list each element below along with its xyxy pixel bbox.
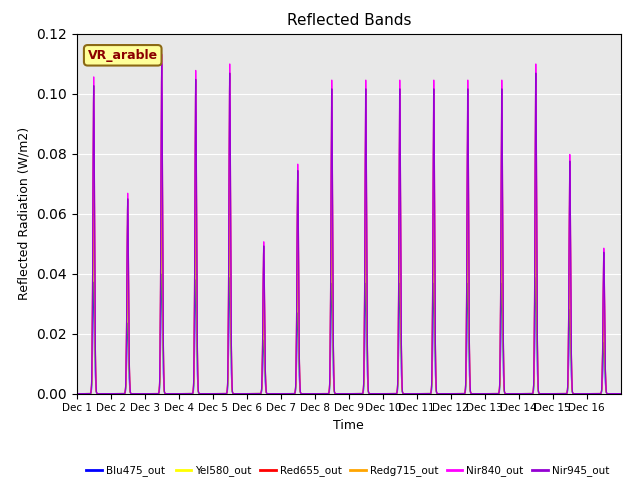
Y-axis label: Reflected Radiation (W/m2): Reflected Radiation (W/m2) bbox=[18, 127, 31, 300]
Legend: Blu475_out, Grn535_out, Yel580_out, Red655_out, Redg715_out, Nir840_out, Nir945_: Blu475_out, Grn535_out, Yel580_out, Red6… bbox=[82, 461, 613, 480]
X-axis label: Time: Time bbox=[333, 419, 364, 432]
Text: VR_arable: VR_arable bbox=[88, 49, 158, 62]
Title: Reflected Bands: Reflected Bands bbox=[287, 13, 411, 28]
